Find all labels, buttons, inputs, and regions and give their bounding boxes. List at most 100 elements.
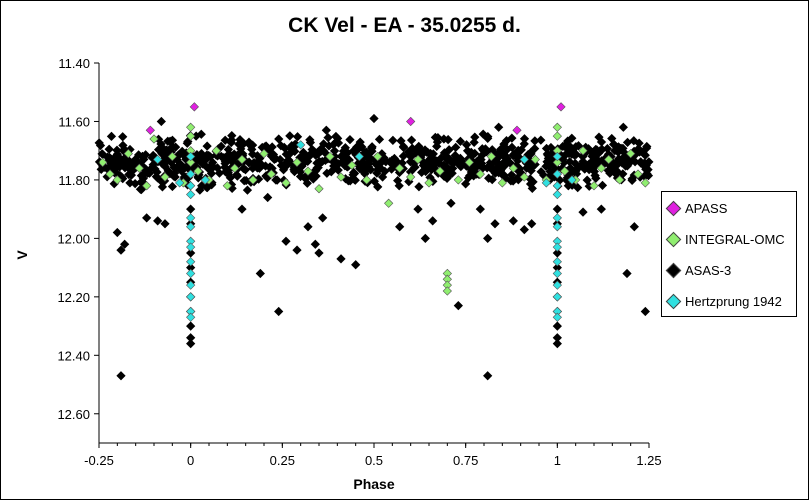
asas-3-point: [136, 184, 146, 195]
integral-omc-point: [442, 286, 452, 296]
integral-omc-point: [347, 160, 357, 170]
asas-3-point: [610, 162, 620, 172]
asas-3-point: [552, 321, 562, 331]
asas-3-point: [483, 233, 493, 244]
asas-3-point: [292, 245, 302, 255]
asas-3-point: [340, 143, 350, 153]
asas-3-point: [396, 136, 406, 146]
asas-3-point: [125, 178, 135, 188]
asas-3-point: [241, 175, 251, 186]
asas-3-point: [289, 165, 299, 175]
asas-3-point: [299, 172, 309, 183]
hertzprung-1942-point: [153, 154, 163, 165]
integral-omc-point: [384, 198, 394, 208]
asas-3-point: [336, 254, 346, 264]
asas-3-point: [252, 163, 262, 173]
asas-3-point: [413, 204, 423, 214]
integral-omc-point: [615, 175, 625, 185]
asas-3-point: [352, 142, 362, 152]
hertzprung-1942-point: [552, 169, 562, 179]
x-axis-title: Phase: [353, 476, 394, 492]
hertzprung-1942-point: [186, 222, 196, 232]
hertzprung-1942-point: [541, 178, 551, 188]
legend-label: Hertzprung 1942: [685, 293, 782, 309]
asas-3-point: [461, 179, 471, 189]
integral-omc-point: [281, 178, 291, 188]
integral-omc-point: [303, 166, 313, 176]
asas-3-point: [272, 175, 282, 185]
asas-3-point: [543, 150, 553, 161]
asas-3-point: [508, 176, 518, 186]
legend-marker-apass: [665, 200, 682, 216]
asas-3-point: [175, 159, 185, 169]
asas-3-point: [561, 140, 571, 150]
asas-3-point: [204, 164, 214, 174]
asas-3-point: [142, 168, 153, 178]
asas-3-point: [223, 144, 233, 155]
integral-omc-point: [149, 134, 159, 144]
integral-omc-point: [259, 148, 269, 159]
asas-3-point: [238, 163, 249, 174]
asas-3-point: [351, 260, 361, 270]
apass-point: [406, 116, 416, 127]
legend-item-apass: APASS: [665, 198, 727, 218]
asas-3-point: [388, 135, 398, 145]
asas-3-point: [641, 143, 652, 153]
asas-3-point: [483, 131, 493, 142]
integral-omc-point: [248, 175, 258, 185]
hertzprung-1942-point: [186, 151, 196, 162]
asas-3-point: [578, 207, 588, 217]
integral-omc-point: [266, 169, 276, 179]
asas-3-point: [220, 167, 231, 177]
x-tick-label: 0: [187, 453, 194, 468]
hertzprung-1942-point: [296, 140, 306, 150]
asas-3-point: [159, 144, 169, 154]
asas-3-point: [109, 157, 119, 167]
asas-3-point: [456, 161, 466, 172]
asas-3-point: [569, 150, 580, 160]
asas-3-point: [193, 154, 203, 165]
asas-3-point: [165, 136, 175, 146]
integral-omc-point: [237, 154, 247, 165]
asas-3-point: [616, 143, 626, 153]
asas-3-point: [563, 181, 573, 191]
asas-3-point: [552, 338, 562, 349]
asas-3-point: [475, 204, 485, 214]
asas-3-point: [318, 139, 329, 149]
asas-3-point: [255, 153, 265, 164]
integral-omc-point: [211, 146, 221, 156]
integral-omc-point: [578, 146, 588, 156]
integral-omc-point: [589, 181, 599, 191]
hertzprung-1942-point: [186, 242, 196, 252]
asas-3-point: [321, 125, 331, 135]
hertzprung-1942-point: [186, 292, 196, 302]
hertzprung-1942-point: [186, 312, 196, 322]
asas-3-point: [430, 132, 441, 143]
integral-omc-point: [552, 122, 562, 132]
asas-3-point: [292, 132, 303, 142]
asas-3-point: [596, 204, 606, 214]
y-tick-label: 12.20: [57, 290, 90, 305]
asas-3-point: [443, 165, 453, 176]
integral-omc-point: [604, 154, 614, 165]
asas-3-point: [594, 132, 604, 142]
asas-3-point: [118, 132, 128, 142]
points-layer: [94, 102, 654, 381]
x-tick-label: 1.25: [636, 453, 661, 468]
asas-3-point: [318, 213, 328, 223]
asas-3-point: [476, 160, 486, 171]
hertzprung-1942-point: [552, 280, 562, 290]
asas-3-point: [227, 131, 237, 141]
asas-3-point: [544, 160, 555, 171]
asas-3-point: [116, 371, 126, 381]
legend-label: ASAS-3: [685, 262, 732, 278]
legend-marker-integral-omc: [665, 231, 682, 247]
asas-3-point: [624, 154, 634, 164]
asas-3-point: [451, 142, 461, 152]
hertzprung-1942-point: [175, 178, 185, 188]
integral-omc-point: [160, 172, 170, 182]
asas-3-point: [602, 143, 612, 154]
integral-omc-point: [633, 169, 643, 179]
asas-3-point: [333, 165, 343, 175]
asas-3-point: [589, 157, 599, 167]
